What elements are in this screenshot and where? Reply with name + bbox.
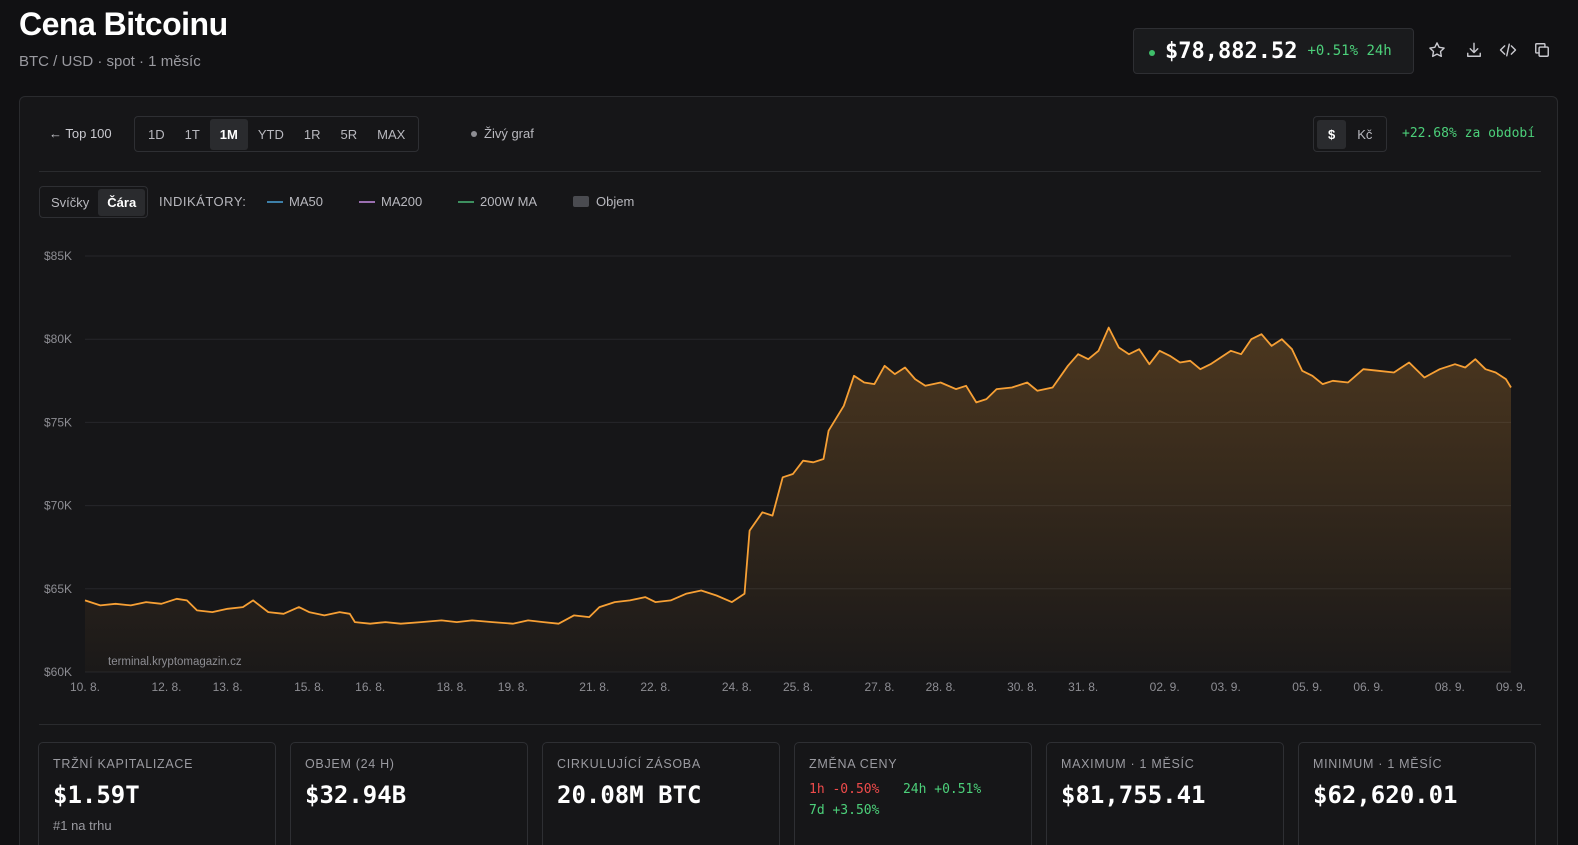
stat-sub: #1 na trhu bbox=[53, 818, 112, 833]
page-title: Cena Bitcoinu bbox=[19, 6, 228, 42]
change-1h: 1h -0.50% bbox=[809, 782, 880, 797]
x-tick-label: 15. 8. bbox=[294, 680, 324, 694]
indicator-ma200-toggle[interactable]: MA200 bbox=[359, 194, 422, 209]
range-ytd-button[interactable]: YTD bbox=[257, 126, 284, 142]
x-tick-label: 31. 8. bbox=[1068, 680, 1098, 694]
chart-watermark: terminal.kryptomagazin.cz bbox=[108, 656, 242, 668]
embed-code-icon[interactable] bbox=[1496, 38, 1520, 62]
stat-market-cap: TRŽNÍ KAPITALIZACE $1.59T #1 na trhu bbox=[38, 742, 276, 845]
stat-label: MAXIMUM · 1 MĚSÍC bbox=[1061, 757, 1195, 771]
page-subtitle: BTC / USD · spot · 1 měsíc bbox=[19, 53, 201, 70]
currency-usd-button[interactable]: $ bbox=[1317, 119, 1347, 149]
range-max-button[interactable]: MAX bbox=[377, 126, 406, 142]
stat-price-change: ZMĚNA CENY 1h -0.50% 24h +0.51% 7d +3.50… bbox=[794, 742, 1032, 845]
stat-value: $62,620.01 bbox=[1313, 781, 1458, 809]
favorite-star-icon[interactable] bbox=[1425, 38, 1449, 62]
copy-icon[interactable] bbox=[1530, 38, 1554, 62]
price-area-fill bbox=[85, 327, 1511, 672]
stat-max-1m: MAXIMUM · 1 MĚSÍC $81,755.41 bbox=[1046, 742, 1284, 845]
x-tick-label: 18. 8. bbox=[437, 680, 467, 694]
price-chart[interactable]: $60K $65K $70K $75K $80K $85K 10. 8. 12. 8. 13. … bbox=[20, 97, 1559, 707]
volume-swatch bbox=[573, 196, 589, 207]
x-tick-label: 30. 8. bbox=[1007, 680, 1037, 694]
200w-ma-label: 200W MA bbox=[480, 194, 538, 209]
x-tick-label: 10. 8. bbox=[70, 680, 100, 694]
chart-type-selector: Svíčky Čára bbox=[39, 186, 149, 218]
x-tick-label: 02. 9. bbox=[1150, 680, 1180, 694]
ma200-label: MA200 bbox=[381, 194, 423, 209]
x-tick-label: 22. 8. bbox=[640, 680, 670, 694]
x-tick-label: 24. 8. bbox=[722, 680, 752, 694]
live-dot-icon bbox=[471, 130, 477, 137]
indicator-200w-ma-toggle[interactable]: 200W MA bbox=[458, 194, 537, 209]
change-7d: 7d +3.50% bbox=[809, 803, 880, 818]
ma50-swatch bbox=[267, 200, 283, 203]
x-tick-label: 21. 8. bbox=[579, 680, 609, 694]
range-5r-button[interactable]: 5R bbox=[340, 126, 358, 142]
x-tick-label: 19. 8. bbox=[498, 680, 528, 694]
currency-czk-button[interactable]: Kč bbox=[1357, 126, 1373, 142]
x-tick-label: 05. 9. bbox=[1292, 680, 1322, 694]
toolbar-divider bbox=[39, 171, 1541, 172]
stat-label: OBJEM (24 H) bbox=[305, 757, 395, 771]
stat-label: ZMĚNA CENY bbox=[809, 757, 898, 771]
price-change-24h: +0.51% 24h bbox=[1307, 43, 1392, 59]
stat-value: $81,755.41 bbox=[1061, 781, 1206, 809]
x-tick-label: 28. 8. bbox=[926, 680, 956, 694]
stat-label: CIRKULUJÍCÍ ZÁSOBA bbox=[557, 757, 701, 771]
x-tick-label: 16. 8. bbox=[355, 680, 385, 694]
x-tick-label: 13. 8. bbox=[213, 680, 243, 694]
chart-divider bbox=[39, 724, 1541, 725]
y-tick-label: $65K bbox=[44, 582, 72, 596]
volume-label: Objem bbox=[596, 194, 635, 209]
y-tick-label: $75K bbox=[44, 415, 72, 429]
stat-min-1m: MINIMUM · 1 MĚSÍC $62,620.01 bbox=[1298, 742, 1536, 845]
stat-value: 20.08M BTC bbox=[557, 781, 702, 809]
range-1r-button[interactable]: 1R bbox=[303, 126, 321, 142]
chart-type-candles-button[interactable]: Svíčky bbox=[51, 194, 90, 210]
indicator-ma50-toggle[interactable]: MA50 bbox=[267, 194, 323, 209]
live-chart-toggle[interactable]: Živý graf bbox=[471, 126, 534, 141]
x-tick-label: 08. 9. bbox=[1435, 680, 1465, 694]
current-price: $78,882.52 bbox=[1165, 38, 1298, 64]
stat-volume-24h: OBJEM (24 H) $32.94B bbox=[290, 742, 528, 845]
stat-value: $1.59T bbox=[53, 781, 140, 809]
x-tick-label: 25. 8. bbox=[783, 680, 813, 694]
indicators-label: INDIKÁTORY: bbox=[159, 194, 247, 209]
change-24h: 24h +0.51% bbox=[902, 782, 982, 797]
y-tick-label: $60K bbox=[44, 665, 72, 679]
chart-type-line-button[interactable]: Čára bbox=[98, 188, 146, 216]
y-tick-label: $80K bbox=[44, 332, 72, 346]
current-price-box: $78,882.52 +0.51% 24h bbox=[1133, 28, 1414, 74]
ma200-swatch bbox=[359, 200, 375, 203]
stat-label: TRŽNÍ KAPITALIZACE bbox=[53, 757, 194, 771]
x-tick-label: 06. 9. bbox=[1353, 680, 1383, 694]
range-1d-button[interactable]: 1D bbox=[148, 126, 165, 142]
range-1t-button[interactable]: 1T bbox=[184, 126, 200, 142]
y-tick-label: $70K bbox=[44, 499, 72, 513]
chart-panel: ← Top 100 1D 1T 1M YTD 1R 5R MAX Živý gr… bbox=[19, 96, 1558, 845]
live-chart-label: Živý graf bbox=[484, 126, 534, 141]
time-range-selector: 1D 1T 1M YTD 1R 5R MAX bbox=[134, 116, 420, 152]
stat-label: MINIMUM · 1 MĚSÍC bbox=[1313, 757, 1443, 771]
x-tick-label: 09. 9. bbox=[1496, 680, 1526, 694]
live-status-dot bbox=[1149, 49, 1155, 56]
200w-ma-swatch bbox=[458, 200, 474, 203]
x-tick-label: 03. 9. bbox=[1211, 680, 1241, 694]
indicator-volume-toggle[interactable]: Objem bbox=[573, 194, 634, 209]
range-1m-button[interactable]: 1M bbox=[209, 118, 248, 150]
period-change: +22.68% za období bbox=[1402, 126, 1536, 141]
price-line bbox=[84, 326, 1512, 625]
price-change-list: 1h -0.50% 24h +0.51% 7d +3.50% bbox=[809, 779, 1017, 821]
ma50-label: MA50 bbox=[289, 194, 323, 209]
x-tick-label: 27. 8. bbox=[864, 680, 894, 694]
back-to-top100-link[interactable]: ← Top 100 bbox=[49, 126, 112, 141]
currency-selector: $ Kč bbox=[1313, 116, 1388, 152]
y-tick-label: $85K bbox=[44, 249, 72, 263]
stat-value: $32.94B bbox=[305, 781, 407, 809]
stat-circulating-supply: CIRKULUJÍCÍ ZÁSOBA 20.08M BTC bbox=[542, 742, 780, 845]
download-icon[interactable] bbox=[1462, 38, 1486, 62]
x-tick-label: 12. 8. bbox=[151, 680, 181, 694]
